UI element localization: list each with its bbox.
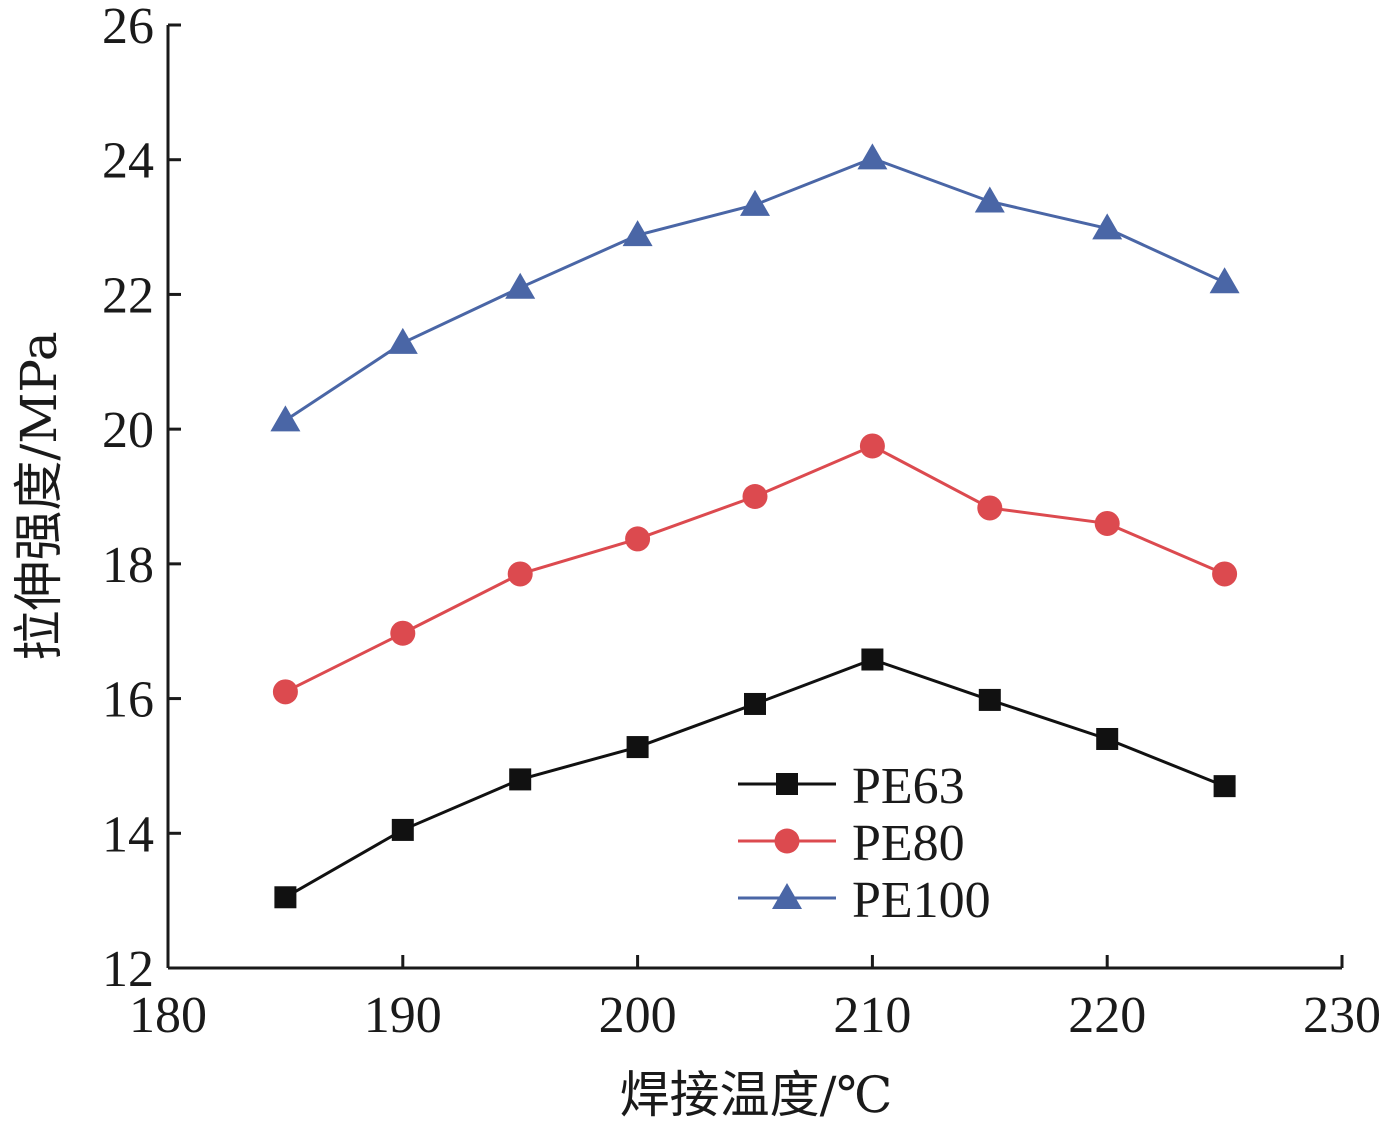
data-point-pe63 [509, 768, 532, 791]
x-tick-label: 200 [599, 987, 677, 1044]
x-tick-label: 220 [1068, 987, 1146, 1044]
legend-marker-pe80 [774, 828, 800, 854]
data-point-pe80 [1094, 510, 1120, 536]
legend-marker-pe63 [776, 773, 798, 795]
legend-item-pe63: PE63 [738, 758, 965, 815]
series-line-pe80 [284, 444, 1226, 694]
series-pe63 [274, 648, 1236, 909]
data-point-pe80 [272, 679, 298, 705]
data-point-pe63 [744, 692, 766, 715]
data-point-pe100 [387, 327, 418, 354]
series-pe100 [270, 143, 1240, 432]
data-point-pe80 [859, 433, 885, 459]
y-ticks: 12 14 16 18 20 22 24 26 [102, 0, 181, 998]
data-point-pe100 [974, 186, 1005, 213]
data-point-pe63 [274, 886, 297, 909]
data-point-pe80 [742, 484, 768, 509]
data-point-pe63 [1213, 775, 1236, 798]
data-point-pe80 [625, 526, 651, 552]
legend-item-pe100: PE100 [738, 872, 991, 929]
y-tick-label: 26 [102, 0, 154, 55]
data-point-pe100 [1092, 213, 1123, 240]
y-axis-title: 拉伸强度/MPa [10, 331, 68, 660]
y-tick-label: 14 [102, 806, 154, 863]
data-point-pe80 [977, 495, 1003, 521]
data-point-pe63 [861, 648, 884, 671]
data-point-pe80 [390, 620, 416, 646]
y-tick-label: 16 [102, 672, 154, 729]
data-point-pe63 [978, 688, 1001, 711]
x-axis-title: 焊接温度/℃ [620, 1066, 893, 1122]
x-tick-label: 210 [833, 987, 911, 1044]
axes [166, 25, 1342, 970]
data-point-pe80 [507, 561, 533, 587]
legend-label-pe80: PE80 [852, 815, 965, 872]
x-tick-label: 180 [129, 987, 207, 1044]
series-layer [270, 143, 1240, 909]
data-point-pe63 [1096, 727, 1119, 750]
data-point-pe63 [626, 736, 649, 759]
data-point-pe80 [1212, 561, 1238, 587]
y-tick-label: 22 [102, 267, 154, 324]
data-point-pe100 [857, 143, 888, 170]
y-tick-label: 24 [102, 133, 154, 190]
data-point-pe100 [622, 220, 653, 247]
x-tick-label: 190 [364, 987, 442, 1044]
legend-item-pe80: PE80 [738, 815, 965, 872]
y-tick-label: 18 [102, 537, 154, 594]
data-point-pe100 [270, 405, 301, 432]
y-tick-label: 20 [102, 402, 154, 459]
data-point-pe63 [391, 818, 414, 841]
data-point-pe100 [740, 189, 770, 216]
series-pe80 [272, 433, 1238, 705]
legend-label-pe100: PE100 [852, 872, 991, 929]
legend-label-pe63: PE63 [852, 758, 965, 815]
data-point-pe100 [1209, 267, 1240, 294]
data-point-pe100 [505, 272, 536, 299]
legend-marker-pe100 [772, 883, 802, 909]
x-ticks: 180 190 200 210 220 230 [129, 955, 1381, 1044]
x-tick-label: 230 [1303, 987, 1381, 1044]
y-tick-label: 12 [102, 941, 154, 998]
